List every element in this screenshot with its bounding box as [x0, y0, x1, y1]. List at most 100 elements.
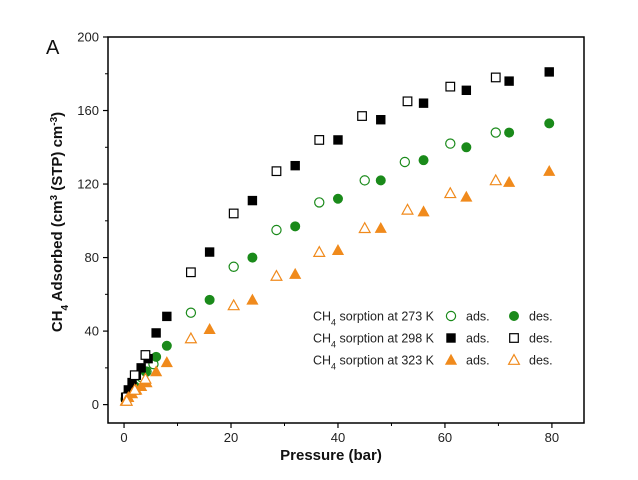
point-273K-ads: [228, 261, 239, 272]
y-tick-label: 120: [77, 177, 99, 192]
y-tick-label: 40: [85, 324, 99, 339]
point-298K-des: [140, 350, 151, 360]
point-273K-ads: [314, 197, 325, 208]
point-323K-des: [184, 331, 198, 344]
legend-ads-marker: [446, 333, 456, 343]
point-298K-ads: [418, 98, 429, 108]
point-298K-ads: [151, 328, 161, 338]
point-298K-des: [271, 166, 282, 177]
point-298K-ads: [136, 363, 146, 373]
point-273K-des: [151, 351, 162, 362]
point-323K-des: [489, 173, 503, 186]
y-tick-label: 200: [77, 30, 99, 45]
point-323K-ads: [331, 243, 345, 255]
point-298K-des: [129, 370, 140, 381]
point-298K-des: [357, 111, 367, 121]
point-323K-ads: [374, 221, 387, 233]
y-axis-ticks: 0 40 80 120 160 200: [77, 30, 108, 412]
point-298K-ads: [247, 195, 258, 206]
series-298K-des: [121, 72, 501, 403]
legend-ads-label: ads.: [466, 332, 490, 346]
legend-entry: CH4 sorption at 273 K ads. des.: [313, 310, 553, 328]
point-323K-des: [139, 372, 152, 384]
point-323K-des: [312, 245, 326, 257]
legend-entry: CH4 sorption at 323 K ads. des.: [313, 353, 553, 372]
y-tick-label: 160: [77, 103, 99, 118]
plot-frame: [107, 36, 585, 424]
legend-label: CH4 sorption at 323 K: [313, 354, 435, 372]
panel-label: A: [46, 37, 60, 59]
point-323K-des: [401, 203, 414, 215]
point-323K-ads: [460, 190, 473, 202]
point-273K-des: [461, 142, 472, 153]
point-323K-ads: [503, 175, 516, 187]
y-tick-label: 0: [92, 397, 99, 412]
point-273K-des: [290, 221, 301, 232]
legend-des-marker: [509, 333, 519, 343]
point-323K-des: [227, 298, 241, 311]
point-323K-ads: [150, 365, 163, 377]
legend-label: CH4 sorption at 273 K: [313, 310, 435, 328]
x-tick-label: 80: [545, 430, 559, 445]
series-323K-des: [120, 173, 503, 406]
point-273K-des: [375, 175, 386, 186]
point-323K-des: [270, 269, 283, 281]
legend-ads-label: ads.: [466, 310, 490, 324]
point-323K-ads: [417, 205, 430, 217]
point-323K-des: [128, 383, 142, 395]
x-tick-label: 40: [331, 430, 345, 445]
point-298K-des: [228, 208, 239, 219]
point-273K-des: [504, 127, 515, 138]
point-298K-ads: [290, 160, 300, 171]
x-axis-title: Pressure (bar): [280, 447, 382, 464]
point-298K-ads: [544, 67, 554, 77]
point-298K-ads: [204, 247, 215, 257]
point-298K-ads: [504, 76, 514, 86]
x-axis-ticks: 0 20 40 60 80: [120, 423, 559, 445]
point-323K-ads: [160, 356, 173, 368]
legend-des-marker: [508, 310, 519, 321]
point-298K-ads: [333, 135, 343, 145]
point-323K-ads: [203, 323, 216, 334]
point-298K-des: [402, 96, 413, 107]
point-323K-ads: [543, 164, 556, 176]
point-273K-des: [247, 252, 258, 263]
legend-ads-marker: [444, 353, 458, 365]
point-273K-ads: [185, 307, 197, 318]
legend-des-marker: [507, 353, 521, 365]
point-298K-ads: [376, 115, 386, 125]
legend-des-label: des.: [529, 332, 553, 346]
x-tick-label: 20: [224, 430, 238, 445]
legend-ads-label: ads.: [466, 354, 490, 368]
point-273K-des: [332, 193, 343, 204]
legend-ads-marker: [445, 310, 457, 322]
point-323K-des: [358, 221, 372, 234]
series-273K-ads: [120, 127, 501, 405]
point-273K-des: [418, 155, 429, 166]
series-298K-ads: [120, 67, 554, 402]
y-tick-label: 80: [85, 250, 99, 265]
plot-border: [107, 36, 585, 424]
point-323K-ads: [246, 293, 259, 305]
legend-label: CH4 sorption at 298 K: [313, 332, 435, 350]
point-298K-des: [490, 72, 501, 83]
legend-entry: CH4 sorption at 298 K ads. des.: [313, 332, 553, 350]
x-tick-label: 60: [438, 430, 452, 445]
point-273K-ads: [359, 175, 370, 186]
point-273K-ads: [490, 127, 501, 138]
legend-des-label: des.: [529, 354, 553, 368]
legend-des-label: des.: [529, 310, 553, 324]
point-273K-des: [204, 294, 215, 305]
point-298K-ads: [162, 311, 172, 322]
point-323K-des: [120, 394, 134, 406]
y-axis-title: CH4 Adsorbed (cm3 (STP) cm-3): [49, 112, 71, 332]
point-273K-ads: [445, 138, 456, 149]
point-298K-des: [445, 81, 456, 92]
point-273K-ads: [399, 156, 411, 168]
point-273K-ads: [271, 224, 282, 236]
data-markers: [119, 67, 556, 406]
point-298K-ads: [461, 85, 472, 96]
point-323K-des: [443, 186, 457, 199]
